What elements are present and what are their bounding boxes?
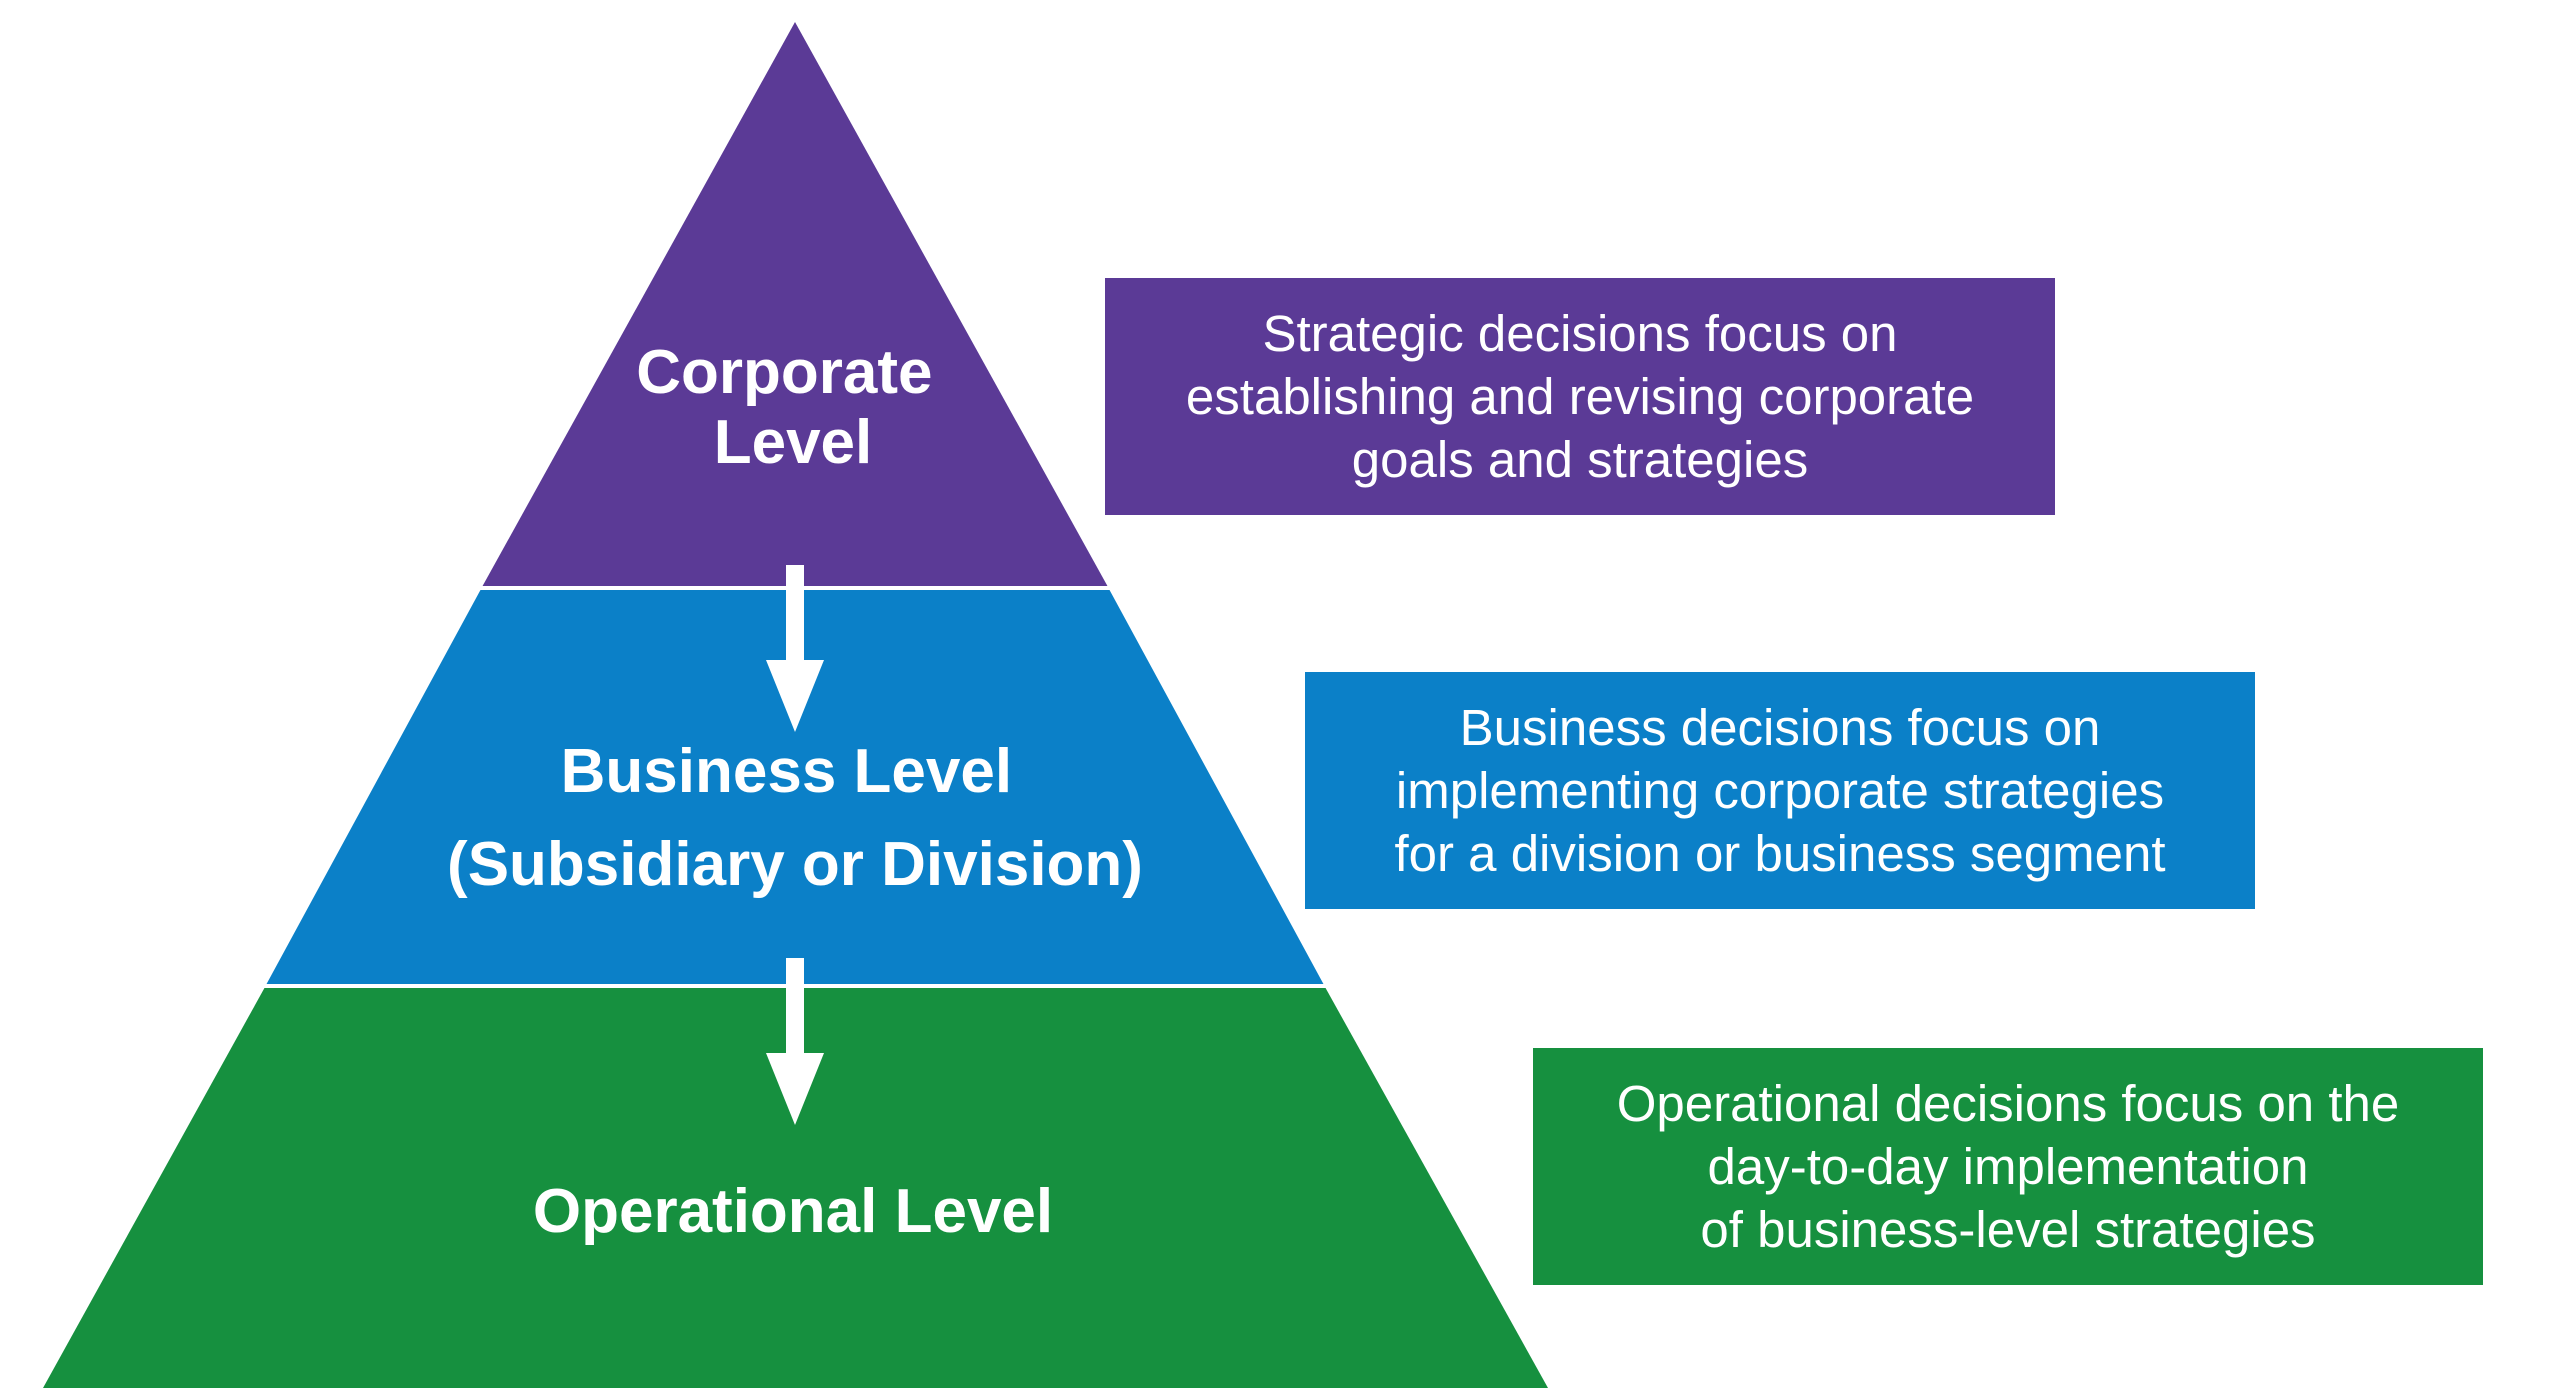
description-line: Business decisions focus on: [1459, 699, 2101, 756]
pyramid-tier-business: [266, 589, 1324, 985]
description-box-operational: Operational decisions focus on the day-t…: [1533, 1048, 2483, 1285]
description-line: goals and strategies: [1351, 431, 1809, 488]
down-arrow-icon: [766, 958, 824, 1125]
tier-label-line: Level: [714, 408, 873, 477]
description-line: of business-level strategies: [1700, 1201, 2316, 1258]
description-line: for a division or business segment: [1394, 825, 2166, 882]
description-line: Strategic decisions focus on: [1262, 305, 1898, 362]
tier-label-corporate: Corporate Level: [636, 338, 950, 477]
description-line: implementing corporate strategies: [1395, 762, 2165, 819]
tier-label-line: Business Level: [561, 737, 1012, 806]
tier-label-line: Corporate: [636, 338, 932, 407]
description-line: Operational decisions focus on the: [1616, 1075, 2400, 1132]
pyramid-tier-operational: [43, 987, 1548, 1388]
description-line: day-to-day implementation: [1707, 1138, 2309, 1195]
pyramid-tier-corporate: [482, 22, 1108, 587]
description-line: establishing and revising corporate: [1185, 368, 1975, 425]
tier-label-business: Business Level (Subsidiary or Division): [447, 737, 1143, 899]
down-arrow-icon: [766, 565, 824, 732]
description-box-corporate: Strategic decisions focus on establishin…: [1105, 278, 2055, 515]
description-box-business: Business decisions focus on implementing…: [1305, 672, 2255, 909]
tier-label-line: Operational Level: [533, 1177, 1053, 1246]
tier-label-operational: Operational Level: [533, 1177, 1053, 1246]
tier-label-line: (Subsidiary or Division): [447, 830, 1143, 899]
